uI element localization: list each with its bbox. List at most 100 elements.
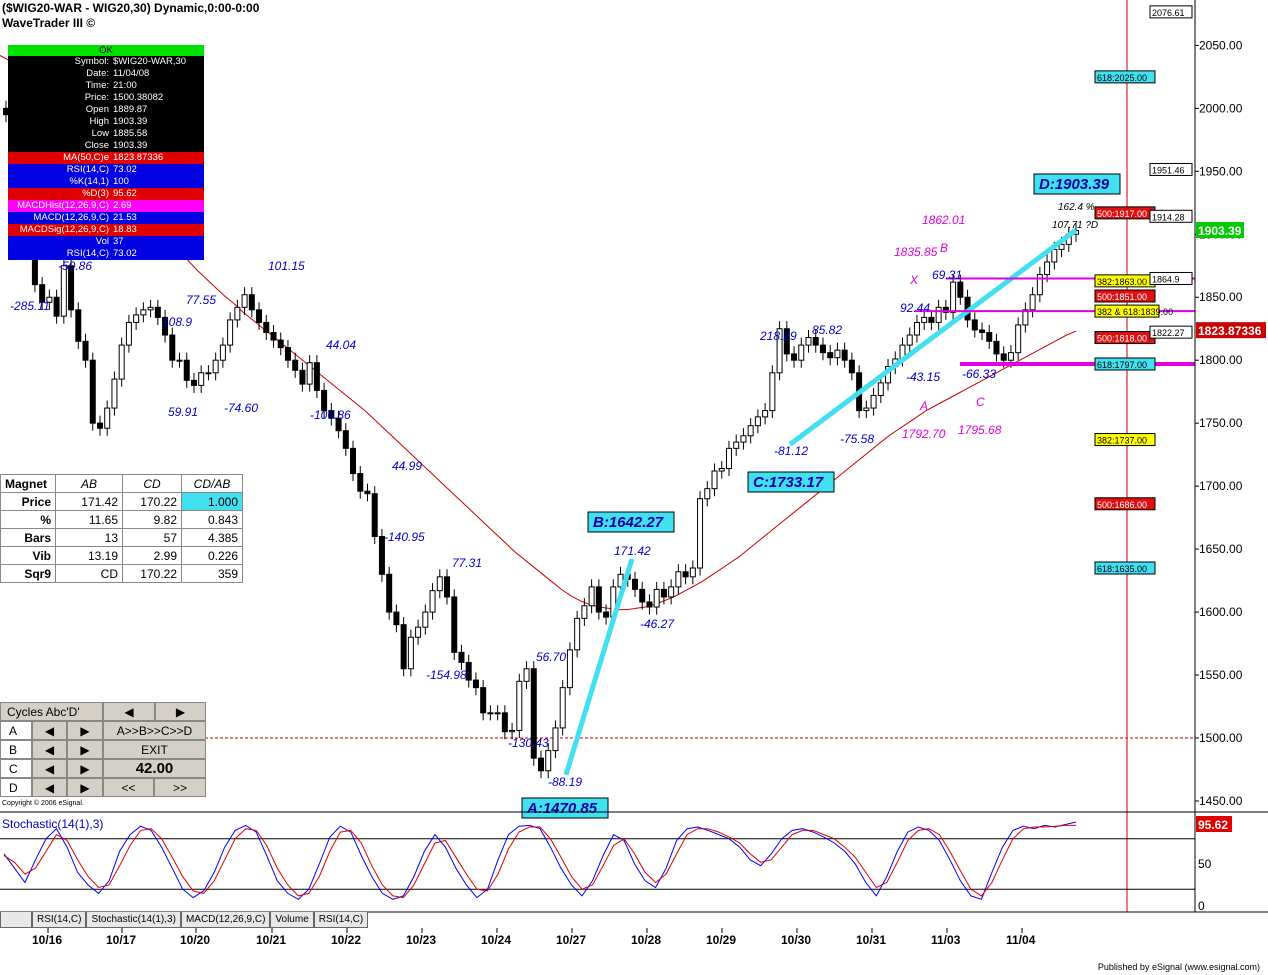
candle-body: [89, 359, 96, 424]
abcd-button[interactable]: A>>B>>C>>D: [103, 721, 206, 740]
chart-annotation: 1835.85: [894, 245, 938, 259]
info-row: Price: 1500.38082: [8, 92, 204, 104]
magnet-header-cell: AB: [55, 474, 123, 493]
info-row: %K(14,1) 100: [8, 176, 204, 188]
chart-annotation: C: [976, 395, 985, 409]
stoch-tick-label: 50: [1198, 857, 1212, 871]
price-tick-label: 1950.00: [1199, 164, 1243, 178]
chart-annotation: 108.9: [162, 315, 192, 329]
candle-body: [313, 362, 320, 391]
candle-body: [646, 601, 653, 608]
candle-body: [942, 306, 949, 313]
info-row: RSI(14,C) 73.02: [8, 248, 204, 260]
cycles-next-arrow[interactable]: ▶: [155, 702, 206, 721]
price-marker-box: [1149, 162, 1193, 176]
tab-indicator[interactable]: Stochastic(14(1),3): [86, 912, 181, 928]
date-label: 10/28: [631, 933, 661, 947]
info-key: MA(50,C)e: [63, 152, 109, 163]
info-key: Symbol:: [74, 56, 109, 67]
tab-indicator[interactable]: RSI(14,C): [313, 912, 369, 928]
info-row: Symbol: $WIG20-WAR,30: [8, 56, 204, 68]
chart-annotation: B: [940, 241, 948, 255]
fib-level-label: 618:2025.00: [1097, 73, 1147, 83]
info-key: Price:: [84, 92, 109, 103]
info-key: Vol: [95, 236, 109, 247]
info-value: 2.69: [113, 200, 132, 211]
candle-body: [198, 372, 205, 386]
magnet-cell: 2.99: [122, 546, 182, 565]
info-value: 37: [113, 236, 124, 247]
tab-indicator[interactable]: Volume: [270, 912, 314, 928]
price-marker-box: [1149, 5, 1193, 19]
last-price-label: 1903.39: [1198, 224, 1242, 238]
chart-annotation: 44.99: [392, 459, 422, 473]
fib-level-label: 500:1917.00: [1097, 209, 1147, 219]
cycles-prev-button[interactable]: <<: [103, 778, 154, 797]
chart-annotation: 107.71 ?D: [1052, 220, 1098, 231]
candle-body: [588, 586, 595, 607]
tab-scroll[interactable]: [0, 912, 32, 928]
candle-body: [863, 407, 870, 412]
candle-body: [364, 490, 371, 495]
cycles-prev-arrow[interactable]: ◀: [103, 702, 155, 721]
magnet-cell: 0.843: [181, 510, 243, 529]
ma-value-box: [1196, 322, 1266, 339]
chart-annotation: -140.95: [384, 530, 425, 544]
candle-body: [1029, 294, 1036, 311]
magnet-cell: %: [0, 510, 56, 529]
candle-body: [841, 349, 848, 361]
tab-indicator[interactable]: MACD(12,26,9,C): [180, 912, 271, 928]
chart-annotation: -50.86: [58, 259, 92, 273]
candle-body: [386, 573, 393, 613]
abcd-point-label: C:1733.17: [753, 474, 824, 491]
cycle-right-arrow[interactable]: ▶: [67, 740, 103, 759]
cycle-right-arrow[interactable]: ▶: [67, 721, 103, 740]
cycle-left-arrow[interactable]: ◀: [32, 759, 67, 778]
info-value: 18.83: [113, 224, 137, 235]
cycle-row-label: C: [0, 759, 32, 778]
info-key: Close: [84, 140, 109, 151]
chart-annotation: -66.33: [962, 367, 996, 381]
price-tick-label: 1600.00: [1199, 605, 1243, 619]
candle-body: [834, 349, 841, 359]
fib-level-label: 500:1818.00: [1097, 334, 1147, 344]
cycle-left-arrow[interactable]: ◀: [32, 721, 67, 740]
magnet-cell: CD: [55, 564, 123, 583]
magnet-row: Vib 13.19 2.99 0.226: [0, 546, 243, 565]
candle-body: [118, 344, 125, 380]
info-key: MACD(12,26,9,C): [33, 212, 110, 223]
cycle-right-arrow[interactable]: ▶: [67, 778, 103, 797]
cycle-row-label: A: [0, 721, 32, 740]
candle-body: [342, 430, 349, 449]
cycle-right-arrow[interactable]: ▶: [67, 759, 103, 778]
cycle-left-arrow[interactable]: ◀: [32, 778, 67, 797]
chart-annotation: -130.43: [508, 736, 549, 750]
stoch-k-line: [3, 821, 1077, 900]
candle-body: [827, 352, 834, 359]
candle-body: [979, 329, 986, 334]
magnet-header-cell: Magnet: [0, 474, 56, 493]
chart-annotation: -285.11: [10, 299, 50, 313]
cycle-left-arrow[interactable]: ◀: [32, 740, 67, 759]
fib-level-label: 382:1737.00: [1097, 436, 1147, 446]
chart-annotation: -81.12: [774, 444, 808, 458]
info-row: RSI(14,C) 73.02: [8, 164, 204, 176]
chart-annotation: -88.19: [548, 775, 582, 789]
info-key: Date:: [86, 68, 109, 79]
candle-body: [494, 712, 501, 715]
info-row: MACDSig(12,26,9,C) 18.83: [8, 224, 204, 236]
candle-body: [689, 567, 696, 578]
date-label: 10/27: [556, 933, 586, 947]
candle-body: [668, 586, 675, 598]
price-tick-label: 1700.00: [1199, 479, 1243, 493]
chart-annotation: 1862.01: [922, 213, 965, 227]
info-value: 1885.58: [113, 128, 148, 139]
cycles-next-button[interactable]: >>: [154, 778, 206, 797]
candle-body: [169, 334, 176, 361]
price-tick-label: 1750.00: [1199, 416, 1243, 430]
tab-indicator[interactable]: RSI(14,C): [32, 912, 87, 928]
last-price-box: [1196, 222, 1244, 239]
candle-body: [509, 729, 516, 733]
price-tick-label: 1650.00: [1199, 542, 1243, 556]
exit-button[interactable]: EXIT: [103, 740, 206, 759]
